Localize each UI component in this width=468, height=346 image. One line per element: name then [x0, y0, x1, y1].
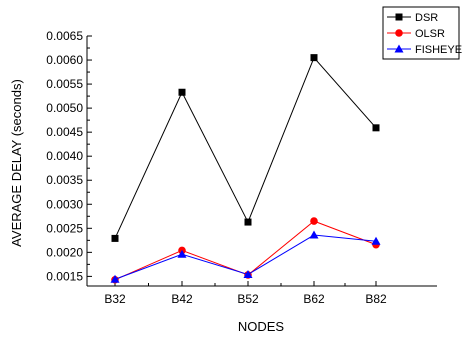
x-axis-title: NODES	[238, 319, 285, 334]
x-tick-label: B32	[104, 292, 126, 306]
x-tick-label: B42	[171, 292, 193, 306]
y-tick-label: 0.0045	[46, 125, 83, 139]
x-tick-label: B62	[303, 292, 325, 306]
data-point-dsr	[111, 234, 119, 242]
data-point-fisheye	[110, 274, 120, 283]
series-line-dsr	[114, 56, 377, 239]
legend-marker-dsr	[395, 13, 403, 21]
legend-label-fisheye: FISHEYE	[415, 44, 462, 56]
data-point-dsr	[372, 124, 380, 132]
y-axis-title: AVERAGE DELAY (seconds)	[9, 79, 24, 247]
legend-marker-olsr	[395, 29, 403, 37]
data-point-olsr	[310, 217, 318, 225]
legend-label-olsr: OLSR	[415, 28, 445, 40]
data-point-fisheye	[177, 249, 187, 258]
data-point-dsr	[244, 218, 252, 226]
data-point-dsr	[310, 54, 318, 62]
series-line-olsr	[114, 220, 377, 281]
legend-label-dsr: DSR	[415, 12, 438, 24]
y-tick-label: 0.0065	[46, 29, 83, 43]
y-tick-label: 0.0015	[46, 269, 83, 283]
data-point-fisheye	[243, 269, 253, 278]
legend: DSR OLSR FISHEYE	[382, 6, 462, 60]
y-tick-label: 0.0050	[46, 101, 83, 115]
data-point-fisheye	[309, 230, 319, 239]
x-tick-label: B52	[237, 292, 259, 306]
y-tick-label: 0.0040	[46, 149, 83, 163]
x-tick-label: B82	[365, 292, 387, 306]
y-tick-label: 0.0055	[46, 77, 83, 91]
y-tick-label: 0.0025	[46, 221, 83, 235]
y-tick-label: 0.0060	[46, 53, 83, 67]
legend-marker-fisheye	[394, 44, 404, 53]
y-tick-label: 0.0035	[46, 173, 83, 187]
y-tick-label: 0.0030	[46, 197, 83, 211]
data-point-dsr	[178, 88, 186, 96]
data-point-fisheye	[371, 236, 381, 245]
y-tick-label: 0.0020	[46, 245, 83, 259]
